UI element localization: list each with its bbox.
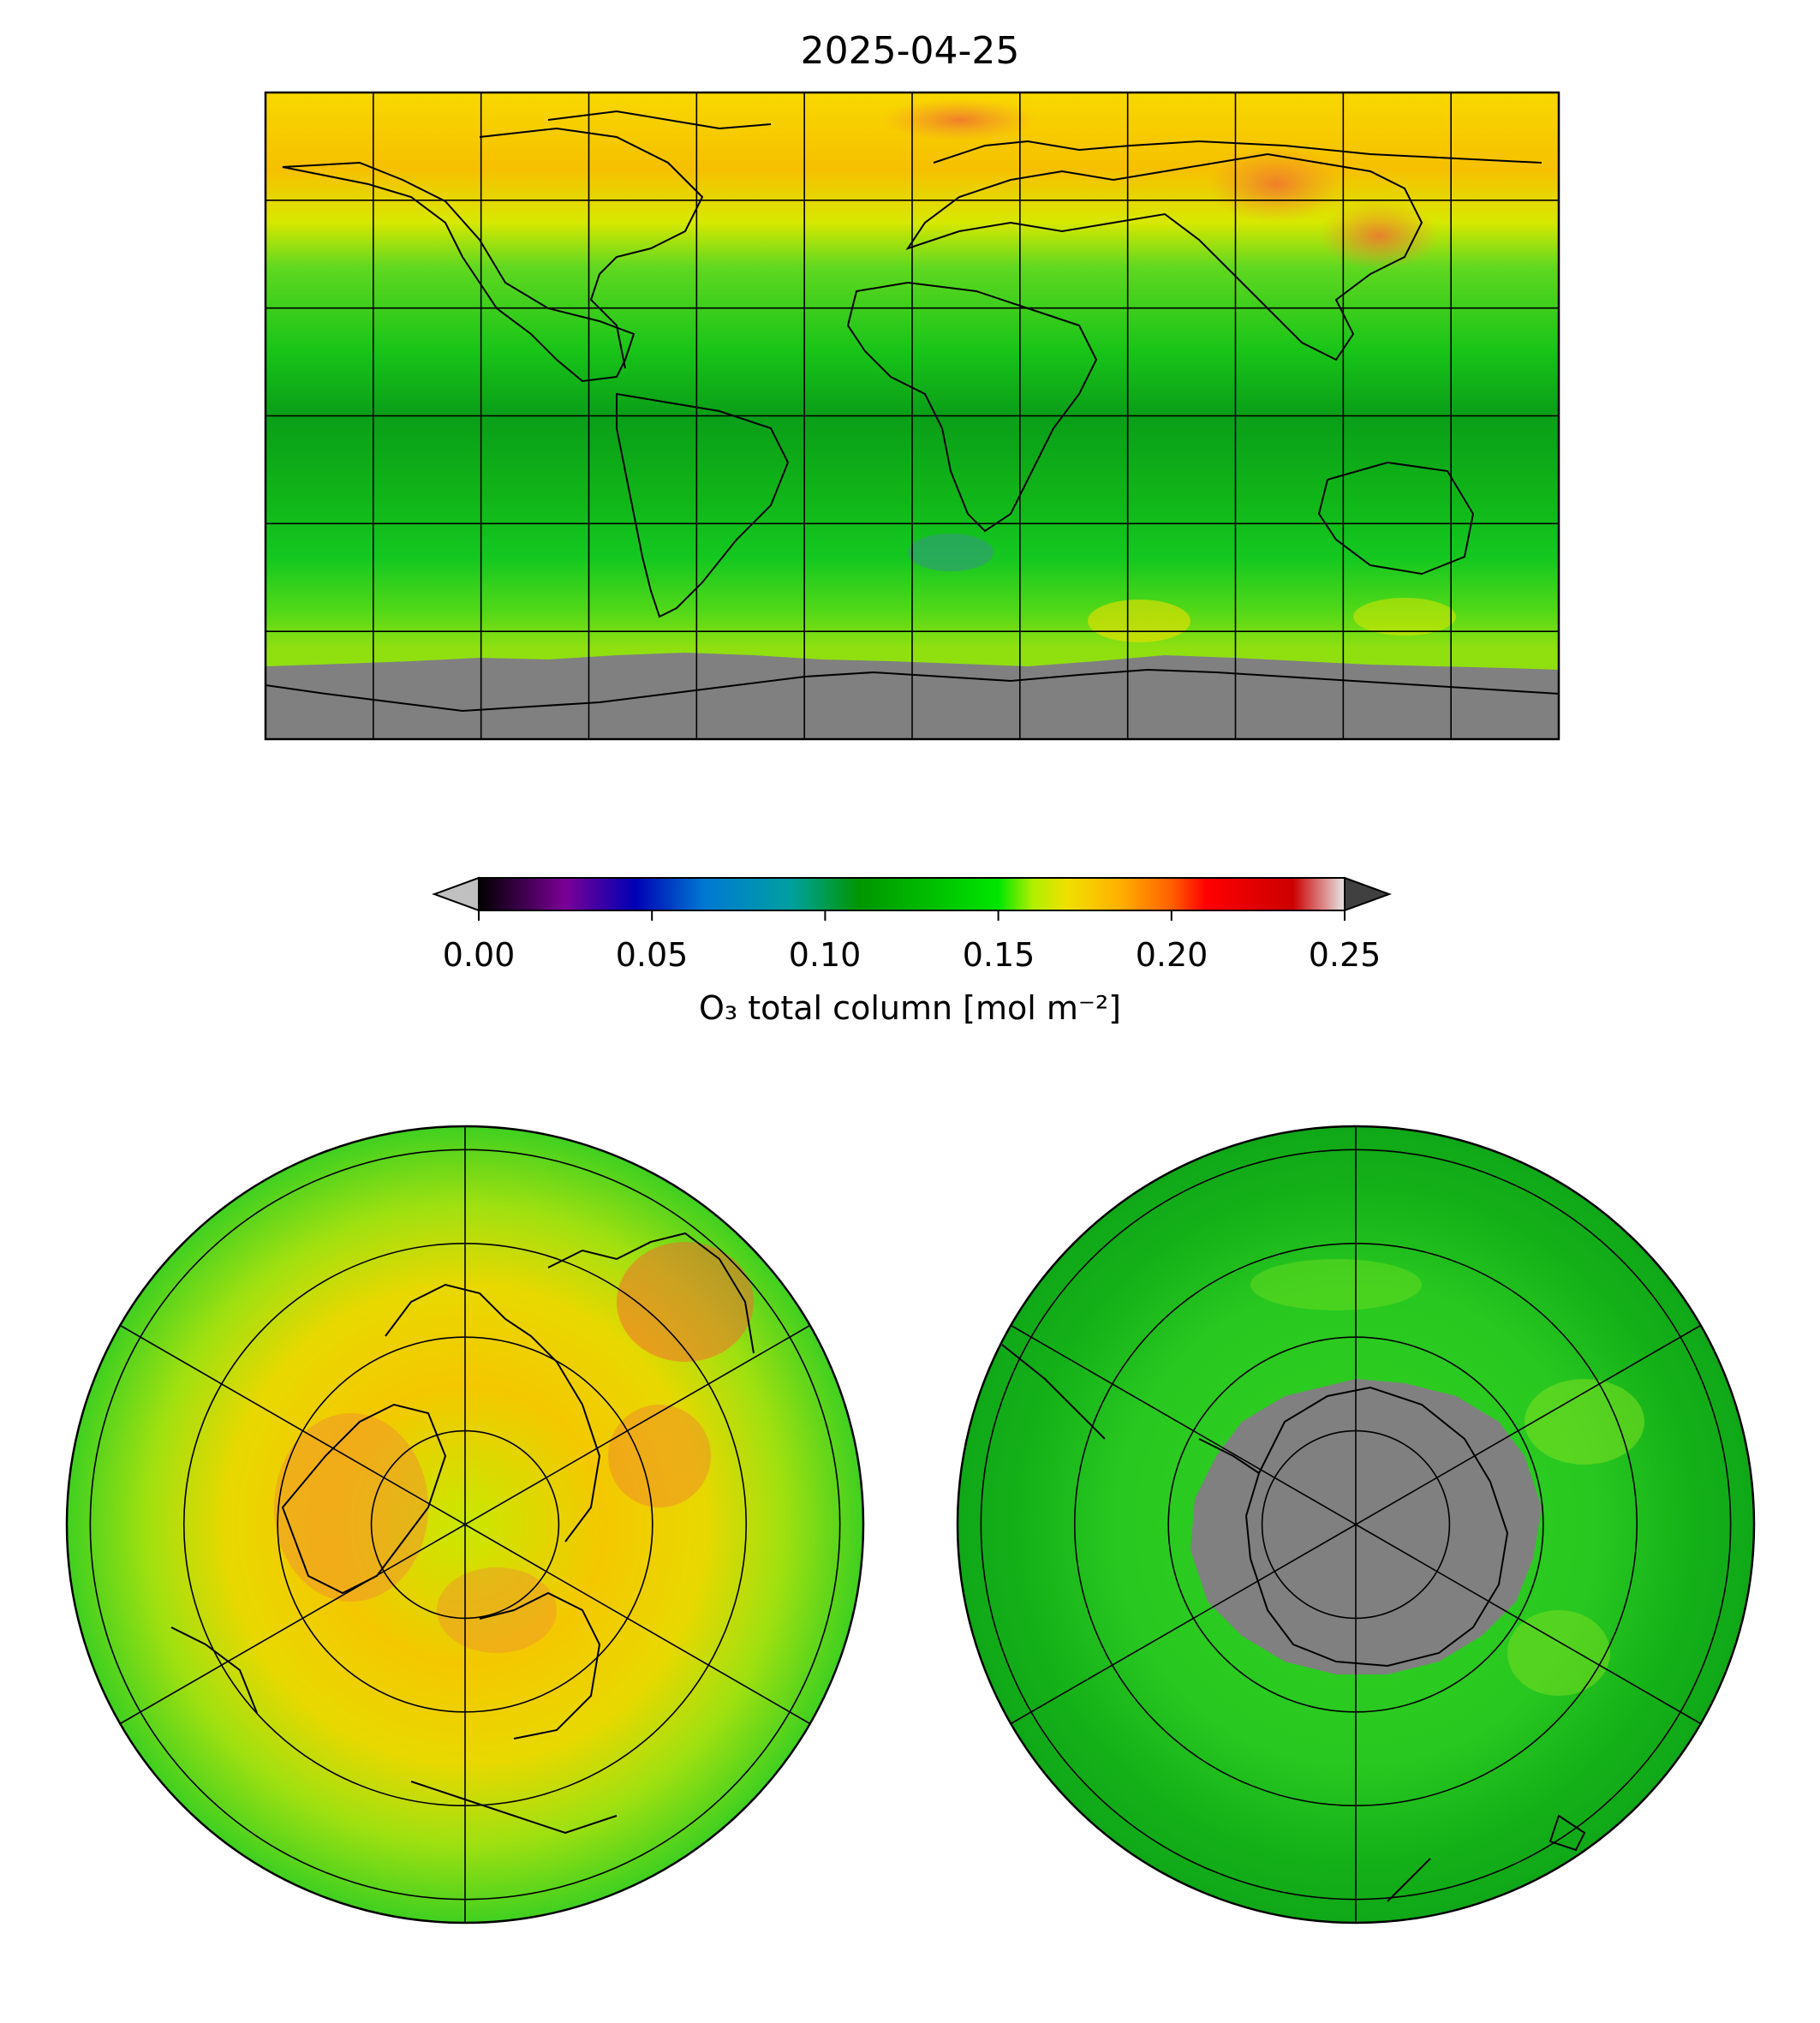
ozone-high-nw-pacific xyxy=(1319,201,1439,270)
colorbar-tick-label-4: 0.20 xyxy=(1135,936,1208,974)
north-coastlines xyxy=(170,1232,755,1835)
meridian-line xyxy=(464,1324,811,1525)
colorbar-ticks xyxy=(478,910,1346,921)
meridian-line xyxy=(1010,1324,1357,1525)
colorbar-label: O₃ total column [mol m⁻²] xyxy=(698,989,1122,1027)
north-gridlines xyxy=(89,1126,841,1923)
ozone-high-north-2 xyxy=(617,1242,754,1362)
ozone-low-atlantic xyxy=(908,534,994,571)
meridian-line xyxy=(1355,1324,1702,1525)
colorbar xyxy=(432,876,1392,921)
ozone-high-north-4 xyxy=(437,1567,557,1653)
ozone-high-eurasia xyxy=(1208,146,1345,223)
colorbar-tick-label-2: 0.10 xyxy=(788,936,862,974)
north-polar-map xyxy=(65,1125,865,1925)
meridian-line xyxy=(1355,1524,1702,1725)
figure-title: 2025-04-25 xyxy=(800,29,1020,73)
meridian-line xyxy=(464,1524,811,1725)
north-map-frame xyxy=(65,1125,865,1925)
ozone-high-arctic xyxy=(882,98,1036,141)
ozone-high-north-3 xyxy=(608,1405,711,1507)
ozone-high-southern-2 xyxy=(1353,598,1456,636)
south-polar-nodata xyxy=(1190,1379,1542,1674)
south-polar-map xyxy=(956,1125,1756,1925)
ozone-mid-south-1 xyxy=(1525,1379,1644,1465)
coastlines xyxy=(266,110,1559,713)
meridian-line xyxy=(119,1524,466,1725)
south-gridlines xyxy=(980,1126,1732,1923)
ozone-mid-south-2 xyxy=(1507,1610,1610,1696)
ozone-high-southern xyxy=(1088,600,1190,642)
meridian-line xyxy=(1010,1524,1357,1725)
ozone-mid-south-3 xyxy=(1250,1259,1422,1310)
meridian-line xyxy=(119,1324,466,1525)
colorbar-tick-label-0: 0.00 xyxy=(442,936,516,974)
global-map xyxy=(264,91,1560,741)
global-map-frame xyxy=(264,91,1560,741)
colorbar-over-extension xyxy=(1344,876,1392,912)
colorbar-tick-label-1: 0.05 xyxy=(615,936,689,974)
global-gridlines xyxy=(266,92,1559,739)
colorbar-tick-label-3: 0.15 xyxy=(962,936,1035,974)
colorbar-body xyxy=(478,877,1346,911)
colorbar-under-extension xyxy=(432,876,480,912)
ozone-high-north-1 xyxy=(274,1413,428,1602)
south-map-frame xyxy=(956,1125,1756,1925)
colorbar-tick-label-5: 0.25 xyxy=(1308,936,1381,974)
